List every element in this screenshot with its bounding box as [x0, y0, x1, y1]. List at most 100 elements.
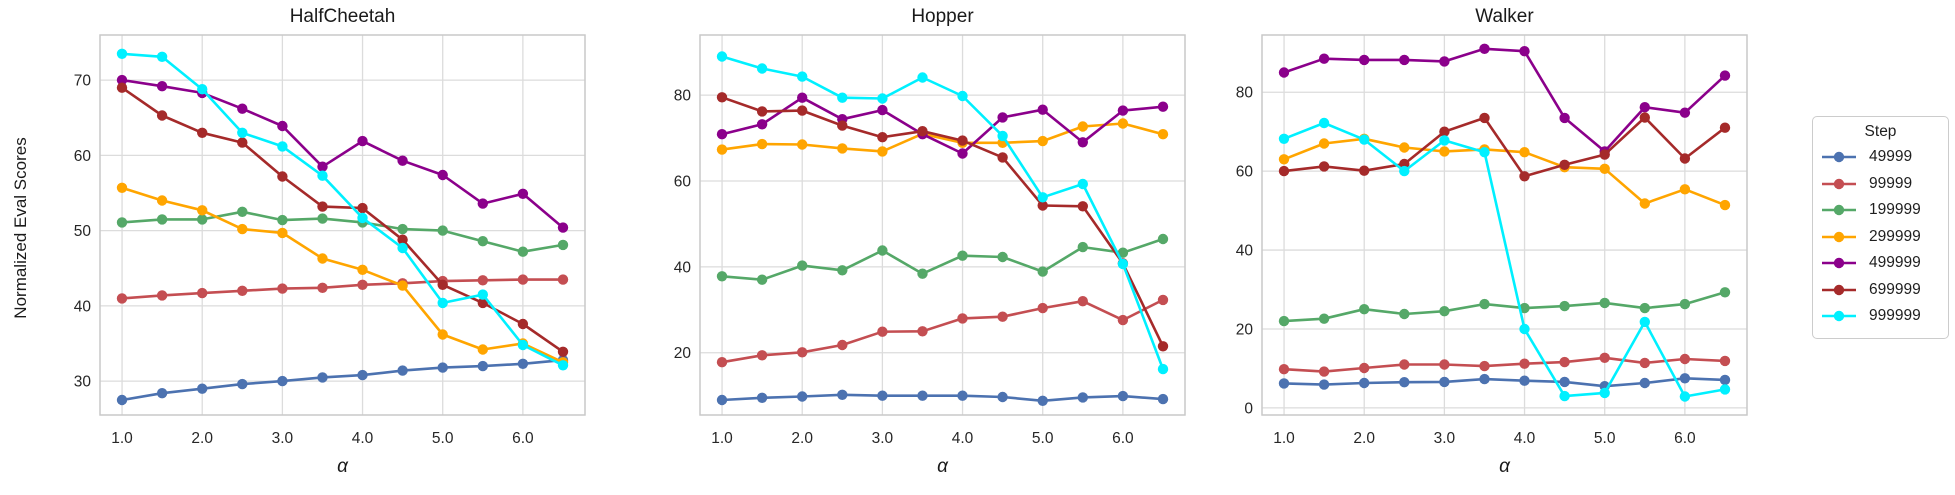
- data-point-199999: [1117, 247, 1129, 258]
- data-point-199999: [1359, 304, 1370, 315]
- data-point-299999: [1278, 154, 1290, 165]
- data-point-49999: [917, 390, 928, 401]
- data-point-299999: [1599, 163, 1610, 174]
- data-point-49999: [1278, 378, 1290, 389]
- halfcheetah-panel: HalfCheetah 30 40 50 60 70 1.0 2.0 3.0 4.0 5.0 6.0…: [40, 0, 600, 495]
- y-tick-label: 30: [74, 374, 92, 391]
- series-line-999999: [1283, 121, 1726, 398]
- data-point-49999: [716, 394, 728, 406]
- data-point-499999: [357, 135, 368, 147]
- x-tick-label: 2.0: [791, 430, 813, 447]
- data-point-99999: [1599, 352, 1610, 363]
- legend-entry-199999: 199999: [1821, 197, 1940, 224]
- y-tick-label: 50: [74, 223, 92, 240]
- series-line-199999: [1283, 291, 1726, 323]
- series-line-99999: [721, 298, 1164, 364]
- chart-title-hopper: Hopper: [911, 6, 974, 27]
- data-point-99999: [357, 279, 368, 290]
- series-line-49999: [721, 393, 1164, 403]
- y-tick-label: 60: [674, 173, 692, 190]
- data-point-499999: [1318, 53, 1330, 64]
- data-point-299999: [197, 205, 208, 216]
- x-tick-label: 1.0: [711, 430, 733, 447]
- data-point-299999: [357, 264, 368, 275]
- data-point-49999: [1359, 377, 1370, 389]
- data-point-49999: [1077, 392, 1088, 403]
- data-point-49999: [156, 388, 168, 399]
- data-point-199999: [317, 213, 328, 224]
- data-point-499999: [116, 74, 128, 86]
- legend-entry-49999: 49999: [1821, 144, 1940, 171]
- legend-entry-499999: 499999: [1821, 250, 1940, 277]
- data-point-699999: [557, 346, 569, 357]
- data-point-99999: [756, 350, 768, 361]
- y-tick-label: 60: [1236, 164, 1254, 181]
- data-point-99999: [156, 290, 168, 301]
- walker-plot: 0 20 40 60 80 1.0 2.0 3.0 4.0 5.0 6.0: [1236, 34, 1748, 447]
- data-point-699999: [277, 171, 288, 182]
- data-point-49999: [1157, 393, 1169, 405]
- plot-area: [100, 35, 585, 415]
- legend: Step 49999 99999 199999 299999 499999 699999 9…: [1812, 116, 1949, 339]
- legend-line-marker-icon: [1822, 205, 1856, 216]
- y-tick-label: 70: [74, 73, 92, 90]
- data-point-999999: [837, 92, 848, 103]
- data-point-699999: [1157, 341, 1169, 352]
- data-point-499999: [517, 188, 529, 199]
- data-point-699999: [517, 318, 529, 330]
- series-line-299999: [1283, 137, 1726, 207]
- data-point-299999: [116, 182, 128, 193]
- data-point-299999: [1037, 135, 1048, 147]
- data-point-299999: [877, 146, 888, 157]
- series-line-499999: [1283, 47, 1726, 153]
- data-point-99999: [1679, 353, 1691, 365]
- x-tick-label: 5.0: [432, 430, 454, 447]
- legend-line-marker-icon: [1822, 178, 1856, 189]
- x-tick-label: 6.0: [1674, 430, 1696, 447]
- data-point-49999: [1639, 377, 1650, 389]
- legend-entries: 49999 99999 199999 299999 499999 699999 999999: [1821, 144, 1940, 330]
- data-point-699999: [797, 105, 808, 116]
- data-point-199999: [1599, 297, 1610, 309]
- data-point-299999: [237, 223, 248, 235]
- data-point-99999: [317, 282, 328, 293]
- data-point-199999: [1037, 266, 1048, 277]
- data-point-699999: [116, 82, 128, 93]
- data-point-999999: [1318, 117, 1330, 129]
- data-point-299999: [1117, 118, 1129, 129]
- data-point-999999: [1399, 165, 1410, 177]
- x-tick-label: 3.0: [872, 430, 894, 447]
- data-point-699999: [877, 132, 888, 143]
- x-tick-label: 2.0: [1353, 430, 1375, 447]
- data-point-99999: [1278, 364, 1290, 375]
- y-tick-label: 20: [1236, 321, 1254, 338]
- y-tick-label: 80: [1236, 85, 1254, 102]
- data-point-49999: [437, 362, 448, 373]
- data-point-49999: [797, 391, 808, 402]
- data-point-49999: [1679, 373, 1691, 384]
- data-point-499999: [1519, 46, 1530, 57]
- data-point-999999: [997, 130, 1008, 142]
- data-point-699999: [957, 135, 968, 146]
- data-point-699999: [317, 201, 328, 212]
- y-tick-label: 20: [674, 345, 692, 362]
- x-tick-label: 2.0: [191, 430, 213, 447]
- data-point-699999: [1559, 159, 1570, 170]
- legend-entry-label: 49999: [1869, 148, 1913, 166]
- data-point-999999: [317, 170, 328, 181]
- series-line-999999: [721, 55, 1165, 370]
- axes-spine: [699, 34, 1186, 416]
- data-point-199999: [797, 260, 808, 271]
- x-tick-label: 6.0: [1112, 430, 1134, 447]
- data-point-699999: [1037, 200, 1048, 211]
- data-point-49999: [1117, 390, 1129, 402]
- data-point-199999: [1519, 302, 1530, 314]
- y-tick-label: 40: [674, 259, 692, 276]
- data-point-999999: [1439, 135, 1450, 146]
- data-point-499999: [1077, 137, 1088, 148]
- legend-entry-label: 199999: [1869, 201, 1921, 219]
- data-point-999999: [797, 71, 808, 82]
- data-point-199999: [1077, 241, 1088, 253]
- data-point-499999: [1559, 112, 1570, 124]
- data-point-999999: [1479, 147, 1490, 158]
